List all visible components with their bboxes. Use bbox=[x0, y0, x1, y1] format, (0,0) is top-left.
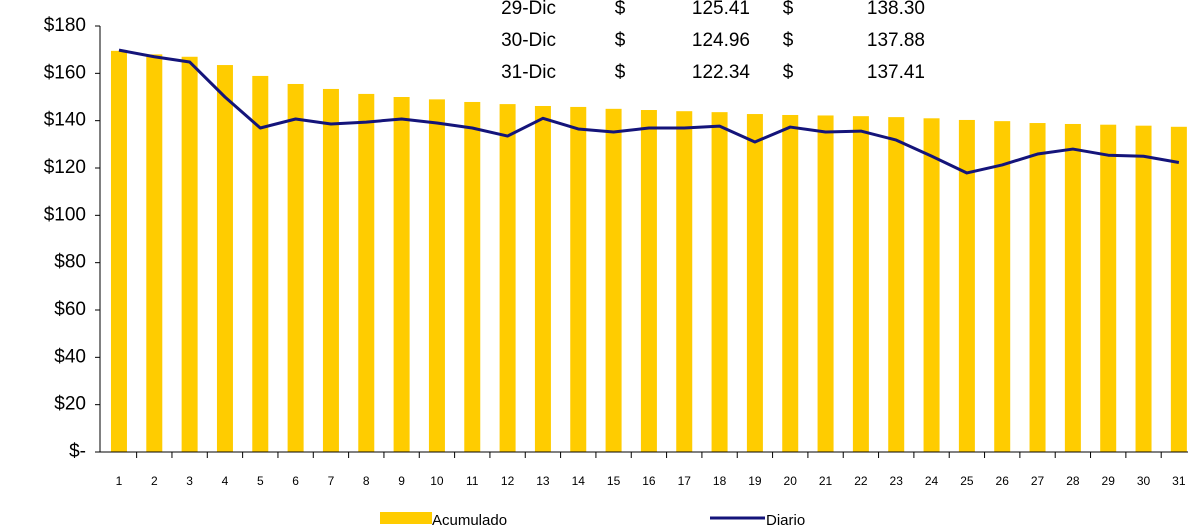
x-tick-label: 21 bbox=[819, 474, 833, 488]
bar bbox=[393, 97, 410, 452]
bar bbox=[1100, 124, 1117, 452]
bar bbox=[1135, 125, 1152, 453]
bar bbox=[605, 108, 622, 452]
table-cell: 125.41 bbox=[692, 0, 750, 19]
bar bbox=[1170, 126, 1187, 453]
x-tick-label: 6 bbox=[292, 474, 299, 488]
x-tick-label: 25 bbox=[960, 474, 974, 488]
x-tick-label: 31 bbox=[1172, 474, 1186, 488]
bar bbox=[640, 110, 657, 453]
x-tick-label: 18 bbox=[713, 474, 727, 488]
table-cell: 29-Dic bbox=[501, 0, 556, 19]
x-tick-label: 30 bbox=[1137, 474, 1151, 488]
x-tick-label: 13 bbox=[536, 474, 550, 488]
y-tick-label: $140 bbox=[44, 110, 86, 131]
legend-swatch bbox=[380, 512, 432, 524]
x-tick-label: 5 bbox=[257, 474, 264, 488]
bar bbox=[1064, 123, 1081, 452]
table-cell: 137.88 bbox=[867, 30, 925, 51]
table-cell: $ bbox=[615, 30, 626, 51]
table-cell: 138.30 bbox=[867, 0, 925, 19]
y-tick-label: $60 bbox=[54, 299, 86, 320]
x-tick-label: 9 bbox=[398, 474, 405, 488]
legend-label: Diario bbox=[766, 512, 805, 529]
bar bbox=[817, 115, 834, 453]
table-cell: $ bbox=[783, 0, 794, 19]
bar bbox=[746, 114, 763, 452]
y-tick-label: $100 bbox=[44, 204, 86, 225]
table-cell: $ bbox=[783, 30, 794, 51]
x-tick-label: 8 bbox=[363, 474, 370, 488]
bar bbox=[852, 116, 869, 453]
x-tick-label: 27 bbox=[1031, 474, 1045, 488]
bar bbox=[676, 111, 693, 452]
bar bbox=[287, 83, 304, 452]
x-tick-label: 29 bbox=[1102, 474, 1116, 488]
table-cell: 137.41 bbox=[867, 62, 925, 83]
bar bbox=[570, 106, 587, 452]
bar bbox=[110, 50, 127, 452]
bar bbox=[216, 65, 233, 453]
y-tick-label: $80 bbox=[54, 252, 86, 273]
table-cell: 124.96 bbox=[692, 30, 750, 51]
bar bbox=[534, 105, 551, 452]
x-tick-label: 10 bbox=[430, 474, 444, 488]
x-tick-label: 17 bbox=[678, 474, 692, 488]
x-tick-label: 26 bbox=[996, 474, 1010, 488]
x-tick-label: 11 bbox=[466, 474, 479, 488]
bar bbox=[146, 54, 163, 453]
y-tick-label: $40 bbox=[54, 346, 86, 367]
x-tick-label: 24 bbox=[925, 474, 939, 488]
table-cell: 31-Dic bbox=[501, 62, 556, 83]
x-tick-label: 12 bbox=[501, 474, 515, 488]
x-tick-label: 23 bbox=[890, 474, 904, 488]
bar bbox=[252, 75, 269, 452]
x-tick-label: 19 bbox=[748, 474, 762, 488]
x-tick-label: 22 bbox=[854, 474, 868, 488]
x-tick-label: 28 bbox=[1066, 474, 1080, 488]
legend-label: Acumulado bbox=[432, 512, 507, 529]
table-cell: $ bbox=[615, 0, 626, 19]
y-tick-label: $20 bbox=[54, 394, 86, 415]
x-tick-label: 20 bbox=[784, 474, 798, 488]
table-cell: 30-Dic bbox=[501, 30, 556, 51]
line bbox=[118, 48, 1180, 175]
y-tick-label: $- bbox=[69, 441, 86, 462]
x-tick-label: 3 bbox=[186, 474, 193, 488]
table-cell: $ bbox=[783, 62, 794, 83]
y-tick-label: $160 bbox=[44, 62, 86, 83]
bar bbox=[428, 99, 445, 452]
bar bbox=[888, 117, 905, 452]
bar bbox=[923, 118, 940, 453]
bar bbox=[181, 56, 198, 453]
x-tick-label: 1 bbox=[116, 474, 123, 488]
table-cell: $ bbox=[615, 62, 626, 83]
bar bbox=[958, 119, 975, 452]
x-tick-label: 7 bbox=[328, 474, 335, 488]
x-tick-label: 16 bbox=[642, 474, 656, 488]
x-tick-label: 14 bbox=[572, 474, 586, 488]
bar bbox=[499, 104, 516, 452]
bar bbox=[464, 101, 481, 452]
bar bbox=[782, 114, 799, 452]
bar bbox=[711, 112, 728, 452]
bar bbox=[1029, 123, 1046, 453]
bar bbox=[994, 121, 1011, 452]
y-tick-label: $180 bbox=[44, 15, 86, 36]
bar bbox=[358, 93, 375, 452]
x-tick-label: 2 bbox=[151, 474, 158, 488]
y-tick-label: $120 bbox=[44, 157, 86, 178]
x-tick-label: 4 bbox=[222, 474, 229, 488]
bar bbox=[322, 88, 339, 452]
x-tick-label: 15 bbox=[607, 474, 621, 488]
table-cell: 122.34 bbox=[692, 62, 751, 83]
